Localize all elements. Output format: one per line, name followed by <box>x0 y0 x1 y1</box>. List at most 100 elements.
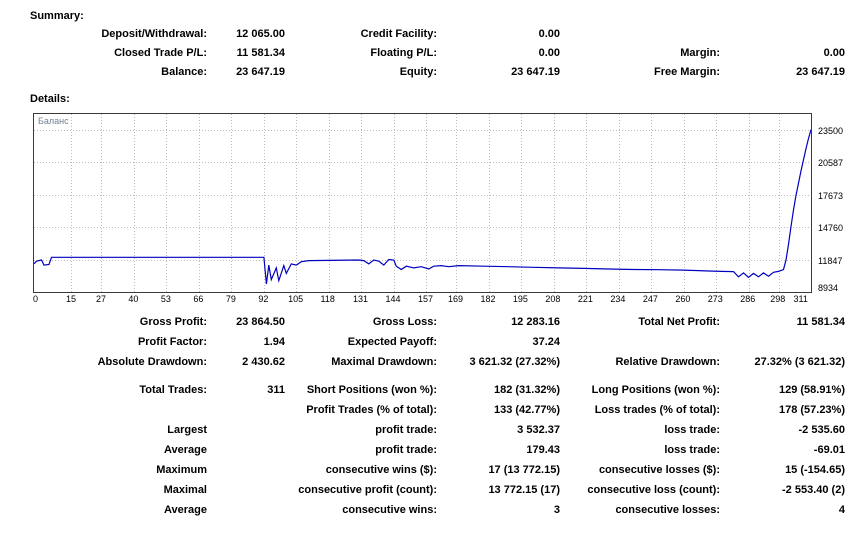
stat-value: 311 <box>267 384 285 396</box>
stat-label: Short Positions (won %): <box>306 384 437 396</box>
stat-value <box>207 400 285 420</box>
balance-series-line <box>34 129 811 285</box>
x-axis-tick-label: 53 <box>160 294 171 304</box>
x-axis-tick-label: 195 <box>512 294 528 304</box>
stat-value: 0.00 <box>538 28 560 40</box>
stat-label: consecutive profit (count): <box>298 484 437 496</box>
stat-value: 27.32% (3 621.32) <box>754 356 845 368</box>
x-axis-tick-label: 15 <box>65 294 76 304</box>
account-statement-report: Summary: Deposit/Withdrawal: 12 065.00 Cre… <box>0 10 859 520</box>
stat-value: 15 (-154.65) <box>785 464 845 476</box>
stat-label <box>30 400 207 420</box>
stat-value <box>207 460 285 480</box>
balance-line-chart <box>34 114 811 292</box>
balance-chart-plot-area: Баланс <box>33 113 812 293</box>
stat-label: consecutive loss (count): <box>587 484 720 496</box>
details-table-section: Total Trades: 311 Short Positions (won %):… <box>30 380 859 520</box>
stat-label: Balance: <box>161 66 207 78</box>
stat-label: Relative Drawdown: <box>615 356 720 368</box>
stat-value: -69.01 <box>813 444 845 456</box>
y-axis-tick-label: 20587 <box>818 158 844 169</box>
stat-label: Largest <box>167 424 207 436</box>
stat-value: 23 864.50 <box>236 316 285 328</box>
balance-chart: Баланс 23500 20587 17673 14760 11847 8934 0 15… <box>33 113 859 306</box>
stat-value: 182 (31.32%) <box>493 384 560 396</box>
stat-value: 11 581.34 <box>796 316 845 328</box>
x-axis-tick-label: 234 <box>610 294 626 304</box>
y-axis-tick-label: 14760 <box>818 223 844 234</box>
stat-label: profit trade: <box>375 424 437 436</box>
stat-value: 179.43 <box>526 444 560 456</box>
stat-label: consecutive wins: <box>342 504 437 516</box>
stat-label: Floating P/L: <box>370 47 437 59</box>
chart-y-axis-labels: 23500 20587 17673 14760 11847 8934 <box>818 114 859 294</box>
stat-value: -2 553.40 (2) <box>782 484 845 496</box>
stat-label: Total Trades: <box>139 384 207 396</box>
stat-label: Profit Factor: <box>137 336 207 348</box>
stat-value: 3 <box>553 504 560 516</box>
x-axis-tick-label: 286 <box>740 294 756 304</box>
x-axis-tick-label: 144 <box>385 294 401 304</box>
stat-value: 12 283.16 <box>511 316 560 328</box>
stat-label <box>560 25 720 44</box>
x-axis-tick-label: 118 <box>320 294 335 304</box>
x-axis-tick-label: 27 <box>95 294 106 304</box>
stat-label: Absolute Drawdown: <box>97 356 207 368</box>
stat-label: Maximum <box>156 464 207 476</box>
details-heading: Details: <box>30 93 70 105</box>
stat-label: Free Margin: <box>653 66 720 78</box>
stat-label: Loss trades (% of total): <box>594 404 720 416</box>
stat-label: Profit Trades (% of total): <box>306 404 437 416</box>
stat-value: 23 647.19 <box>236 66 285 78</box>
stat-value: 12 065.00 <box>236 28 285 40</box>
stat-value: 133 (42.77%) <box>493 404 560 416</box>
stat-label: Gross Loss: <box>372 316 437 328</box>
x-axis-tick-label: 0 <box>33 294 39 304</box>
stat-label: Margin: <box>680 47 720 59</box>
stat-value <box>720 25 845 44</box>
stat-label: loss trade: <box>664 424 720 436</box>
x-axis-tick-label: 66 <box>193 294 204 304</box>
x-axis-tick-label: 260 <box>675 294 691 304</box>
stat-label: Maximal Drawdown: <box>331 356 437 368</box>
stat-value: 129 (58.91%) <box>778 384 845 396</box>
x-axis-tick-label: 105 <box>288 294 304 304</box>
stat-value: 23 647.19 <box>796 66 845 78</box>
chart-x-axis-labels: 0 15 27 40 53 66 79 92 105 118 131 144 157 169 182 195 2… <box>33 293 812 306</box>
x-axis-tick-label: 79 <box>225 294 236 304</box>
stat-label: Gross Profit: <box>139 316 207 328</box>
stat-value: 178 (57.23%) <box>778 404 845 416</box>
stat-label: consecutive losses ($): <box>598 464 720 476</box>
stat-value: 4 <box>838 504 845 516</box>
x-axis-tick-label: 157 <box>417 294 434 304</box>
x-axis-tick-label: 131 <box>353 294 369 304</box>
stat-value: 11 581.34 <box>236 47 285 59</box>
x-axis-tick-label: 311 <box>793 294 808 304</box>
section-gap <box>0 372 859 380</box>
x-axis-tick-label: 92 <box>258 294 269 304</box>
stat-label: consecutive losses: <box>615 504 720 516</box>
y-axis-tick-label: 17673 <box>818 190 844 201</box>
chart-legend-label: Баланс <box>38 116 69 126</box>
stat-label: Credit Facility: <box>360 28 437 40</box>
stat-label: Deposit/Withdrawal: <box>101 28 207 40</box>
x-axis-tick-label: 40 <box>128 294 139 304</box>
stat-value: 37.24 <box>532 336 560 348</box>
stat-value: 0.00 <box>538 47 560 59</box>
stat-value: 0.00 <box>823 47 845 59</box>
details-table-section: Gross Profit: 23 864.50 Gross Loss: 12 283.… <box>30 312 859 372</box>
stat-label: Closed Trade P/L: <box>114 47 207 59</box>
summary-table: Deposit/Withdrawal: 12 065.00 Credit Facil… <box>30 25 859 82</box>
stat-value: 1.94 <box>263 336 285 348</box>
stat-label: Expected Payoff: <box>347 336 437 348</box>
stat-value: 2 430.62 <box>242 356 285 368</box>
stat-value <box>720 332 845 352</box>
x-axis-tick-label: 247 <box>642 294 658 304</box>
stat-label: Maximal <box>163 484 207 496</box>
stat-label: Total Net Profit: <box>638 316 720 328</box>
stat-label: Equity: <box>399 66 437 78</box>
details-statistics: Gross Profit: 23 864.50 Gross Loss: 12 283.… <box>0 312 859 520</box>
stat-label: Average <box>163 444 207 456</box>
stat-label: loss trade: <box>664 444 720 456</box>
stat-value <box>207 480 285 500</box>
